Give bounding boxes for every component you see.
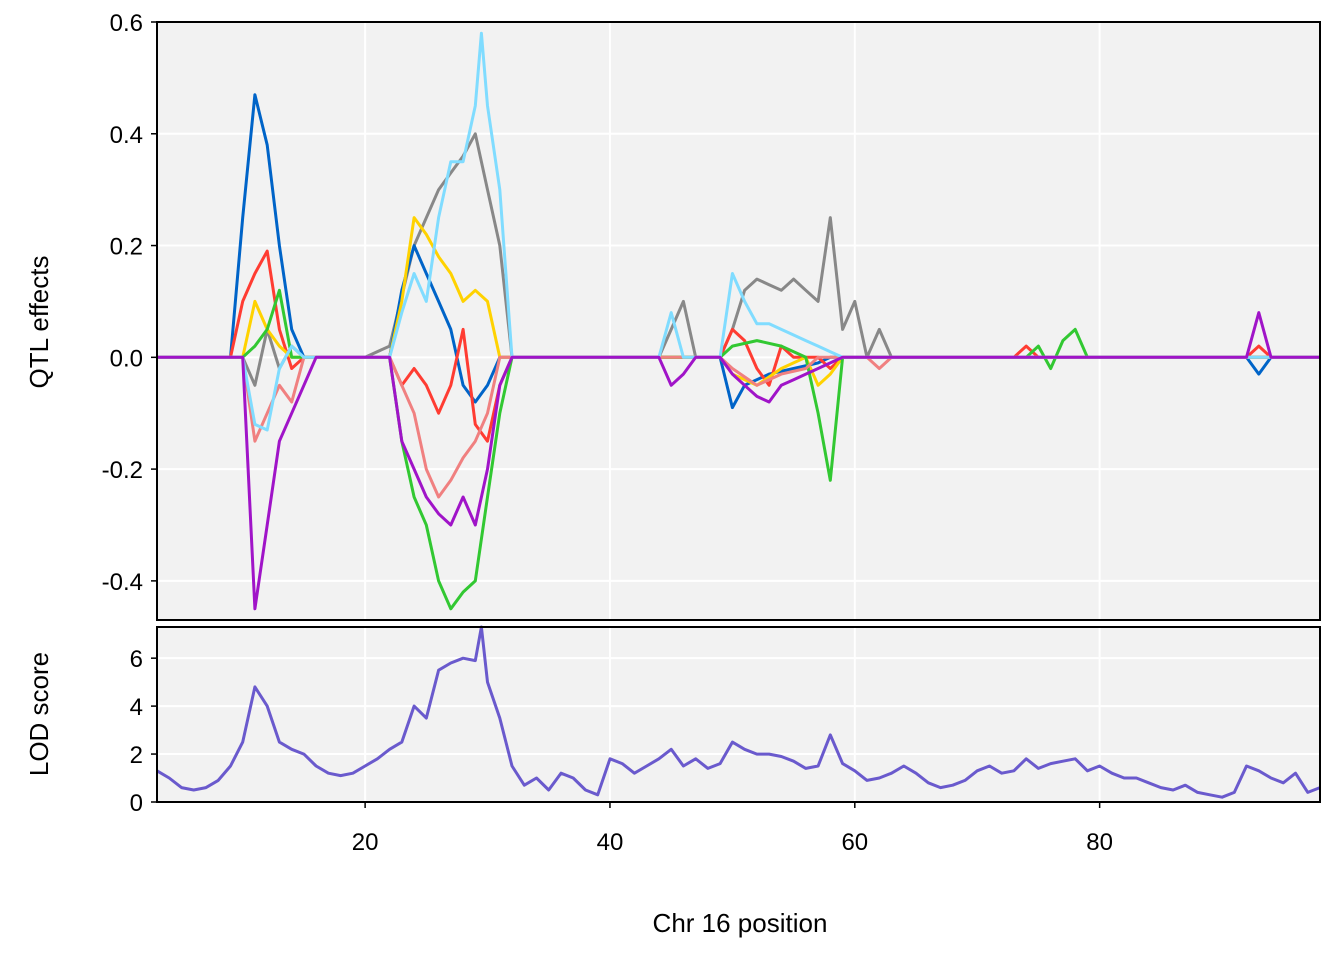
effects-plot-background xyxy=(157,22,1320,620)
effects-y-tick-label: -0.2 xyxy=(102,457,143,484)
x-tick-label: 60 xyxy=(841,829,868,856)
effects-y-axis-title: QTL effects xyxy=(24,256,54,389)
x-tick-label: 40 xyxy=(597,829,624,856)
lod-series-line-1 xyxy=(156,625,1321,799)
lod-y-tick-label: 2 xyxy=(130,742,143,769)
lod-y-tick-label: 4 xyxy=(130,694,143,721)
lod-y-axis-title: LOD score xyxy=(24,652,54,776)
lod-plot-background xyxy=(157,627,1320,802)
lod-plot-frame xyxy=(156,626,1321,803)
lod-y-tick-label: 0 xyxy=(130,790,143,817)
effects-y-tick-label: 0.0 xyxy=(110,345,143,372)
effects-series-line-6 xyxy=(157,355,1320,499)
lod-panel: 0 2 4 6 xyxy=(130,625,1321,817)
lod-y-tick-label: 6 xyxy=(130,646,143,673)
x-axis-title: Chr 16 position xyxy=(653,908,828,938)
effects-y-tick-label: 0.2 xyxy=(110,234,143,261)
x-tick-label: 80 xyxy=(1086,829,1113,856)
effects-series-line-8 xyxy=(157,311,1320,611)
effects-y-tick-label: -0.4 xyxy=(102,569,143,596)
effects-y-tick-label: 0.4 xyxy=(110,122,143,149)
effects-series-line-7 xyxy=(157,31,1320,432)
effects-y-tick-label: 0.6 xyxy=(110,10,143,37)
x-tick-label: 20 xyxy=(352,829,379,856)
x-axis: 20 40 60 80 xyxy=(352,802,1113,856)
effects-plot-frame xyxy=(156,21,1321,621)
effects-panel: 0.6 0.4 0.2 0.0 -0.2 -0.4 xyxy=(102,10,1321,621)
